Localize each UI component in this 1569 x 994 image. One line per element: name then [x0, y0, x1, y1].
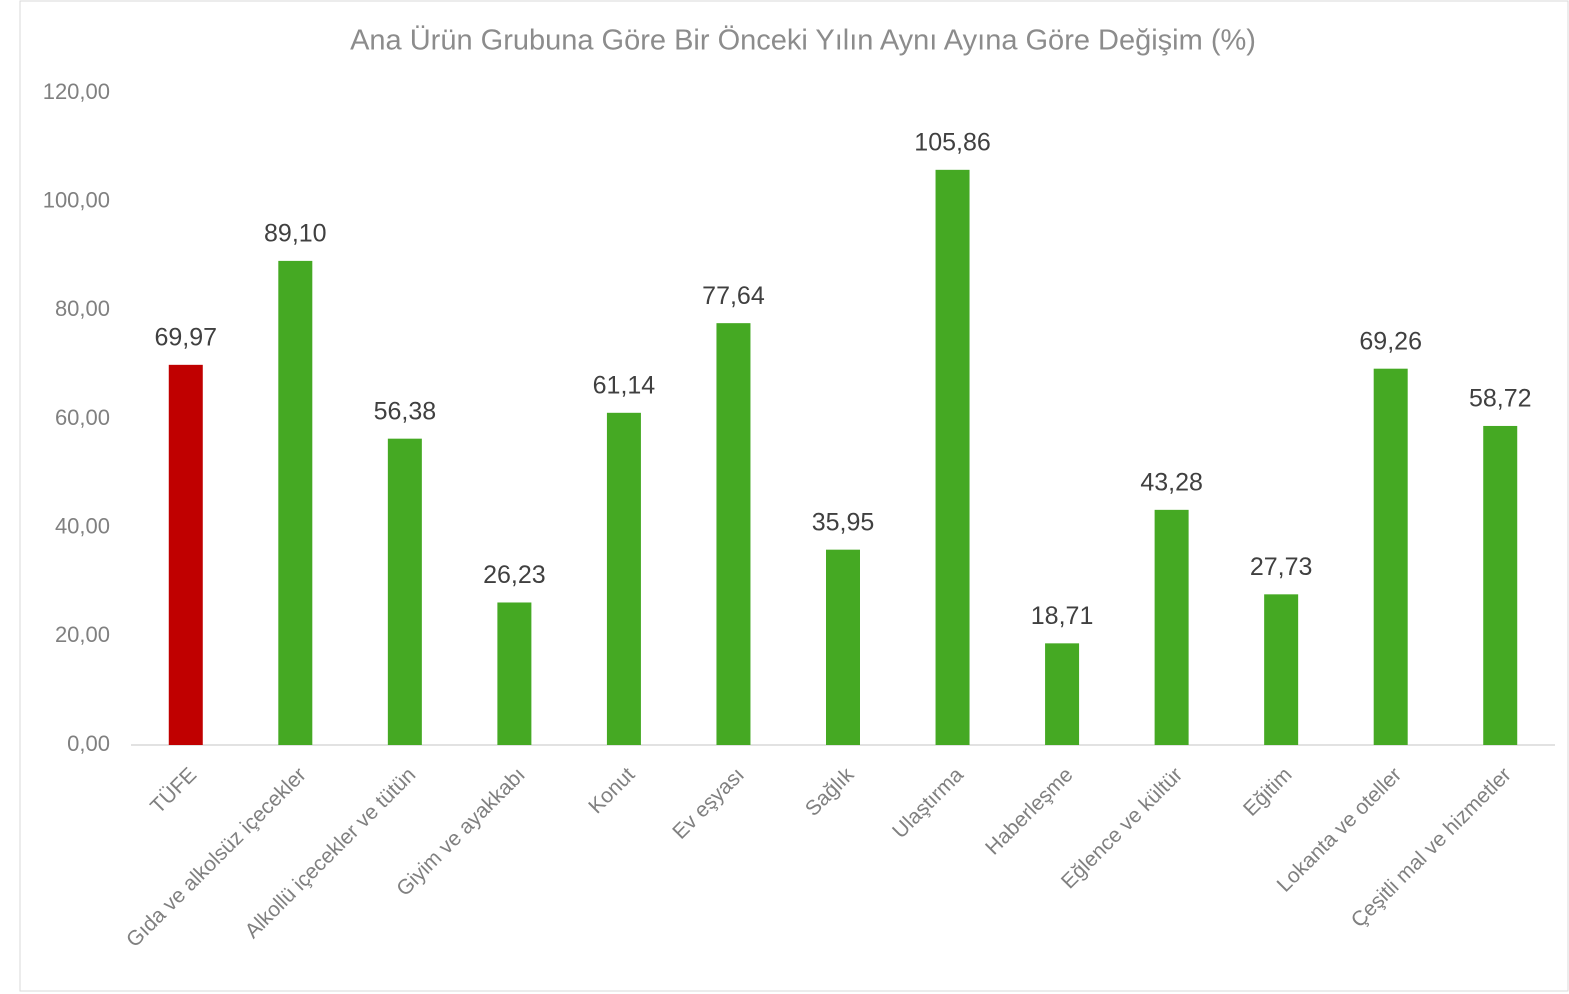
data-label: 77,64 — [702, 282, 765, 310]
bar — [1264, 594, 1299, 745]
bar — [168, 364, 203, 745]
chart-border — [19, 0, 1569, 992]
bar — [387, 438, 422, 745]
y-tick-label: 100,00 — [43, 187, 110, 212]
data-label: 69,26 — [1359, 327, 1422, 355]
bar — [278, 260, 313, 745]
bar — [1045, 643, 1080, 745]
data-label: 26,23 — [483, 561, 546, 589]
data-label: 56,38 — [374, 397, 437, 425]
y-tick-label: 20,00 — [55, 622, 110, 647]
bar — [1483, 425, 1518, 745]
y-tick-label: 40,00 — [55, 513, 110, 538]
data-label: 105,86 — [914, 128, 990, 156]
bar — [826, 549, 860, 745]
data-label: 58,72 — [1469, 385, 1532, 413]
data-label: 61,14 — [593, 371, 656, 399]
bar — [1373, 368, 1408, 745]
bar — [606, 412, 641, 745]
bar — [497, 602, 532, 745]
bar — [1154, 509, 1189, 745]
y-tick-label: 80,00 — [55, 296, 110, 321]
data-label: 43,28 — [1140, 468, 1203, 496]
data-label: 18,71 — [1031, 602, 1094, 630]
y-tick-label: 0,00 — [67, 731, 110, 756]
y-tick-label: 120,00 — [43, 79, 110, 104]
data-label: 89,10 — [264, 219, 327, 247]
chart-title: Ana Ürün Grubuna Göre Bir Önceki Yılın A… — [350, 25, 1256, 57]
bar — [716, 323, 751, 745]
y-tick-label: 60,00 — [55, 405, 110, 430]
data-label: 27,73 — [1250, 553, 1313, 581]
bar — [935, 169, 970, 745]
data-label: 69,97 — [154, 323, 217, 351]
data-label: 35,95 — [812, 508, 875, 536]
